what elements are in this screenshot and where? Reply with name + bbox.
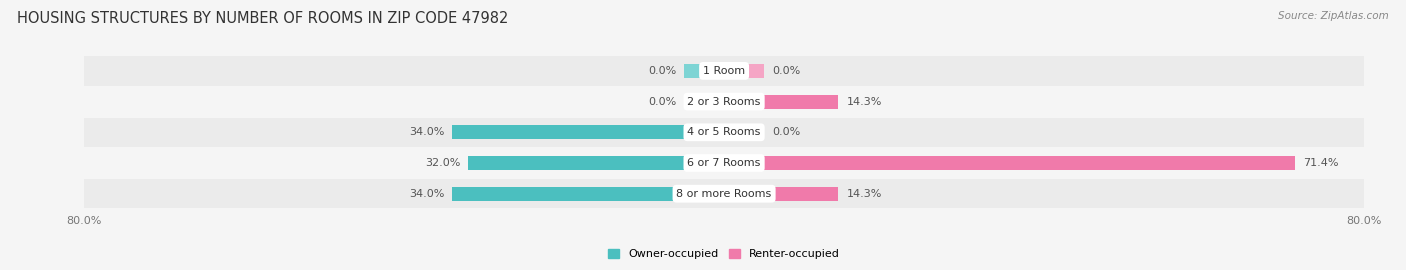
Text: 0.0%: 0.0% <box>648 97 676 107</box>
Bar <box>724 187 838 201</box>
Text: 8 or more Rooms: 8 or more Rooms <box>676 189 772 199</box>
Bar <box>84 87 1364 116</box>
Text: 2 or 3 Rooms: 2 or 3 Rooms <box>688 97 761 107</box>
Text: Source: ZipAtlas.com: Source: ZipAtlas.com <box>1278 11 1389 21</box>
Text: 1 Room: 1 Room <box>703 66 745 76</box>
Bar <box>84 56 1364 86</box>
Bar <box>453 125 724 139</box>
Bar <box>724 64 763 78</box>
Bar <box>453 187 724 201</box>
Text: 0.0%: 0.0% <box>772 127 800 137</box>
Bar <box>468 156 724 170</box>
Text: 14.3%: 14.3% <box>846 189 882 199</box>
Text: 4 or 5 Rooms: 4 or 5 Rooms <box>688 127 761 137</box>
Text: 0.0%: 0.0% <box>772 66 800 76</box>
Text: HOUSING STRUCTURES BY NUMBER OF ROOMS IN ZIP CODE 47982: HOUSING STRUCTURES BY NUMBER OF ROOMS IN… <box>17 11 508 26</box>
Text: 14.3%: 14.3% <box>846 97 882 107</box>
Text: 71.4%: 71.4% <box>1303 158 1339 168</box>
Bar <box>724 156 1295 170</box>
Bar <box>84 179 1364 208</box>
Text: 34.0%: 34.0% <box>409 189 444 199</box>
Text: 0.0%: 0.0% <box>648 66 676 76</box>
Bar <box>724 125 763 139</box>
Text: 34.0%: 34.0% <box>409 127 444 137</box>
Bar <box>724 95 838 109</box>
Legend: Owner-occupied, Renter-occupied: Owner-occupied, Renter-occupied <box>603 244 845 264</box>
Bar <box>685 95 724 109</box>
Bar <box>84 148 1364 178</box>
Text: 6 or 7 Rooms: 6 or 7 Rooms <box>688 158 761 168</box>
Bar <box>685 64 724 78</box>
Bar <box>84 117 1364 147</box>
Text: 32.0%: 32.0% <box>425 158 460 168</box>
